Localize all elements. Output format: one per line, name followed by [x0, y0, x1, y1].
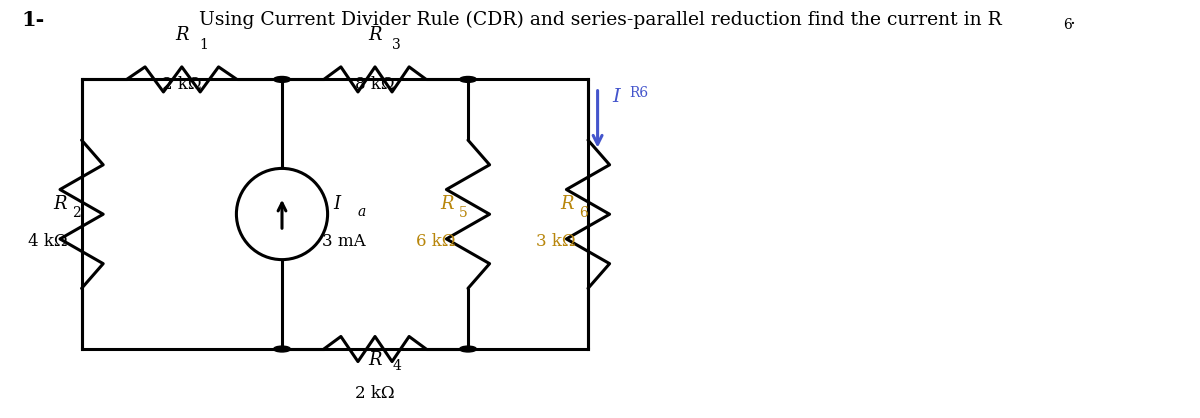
Text: R: R	[560, 194, 574, 213]
Text: a: a	[358, 205, 366, 219]
Text: 2 kΩ: 2 kΩ	[355, 385, 395, 402]
Text: 2: 2	[72, 206, 80, 220]
Text: 3: 3	[392, 38, 401, 52]
Text: 6 kΩ: 6 kΩ	[416, 233, 456, 250]
Text: Using Current Divider Rule (CDR) and series-parallel reduction find the current : Using Current Divider Rule (CDR) and ser…	[199, 10, 1001, 29]
Text: 1: 1	[199, 38, 208, 52]
Text: R: R	[175, 26, 188, 44]
Text: 4 kΩ: 4 kΩ	[28, 233, 67, 250]
Text: R6: R6	[629, 86, 648, 99]
Text: 4: 4	[392, 359, 401, 373]
Circle shape	[274, 76, 290, 82]
Circle shape	[274, 346, 290, 352]
Text: 2 kΩ: 2 kΩ	[162, 76, 202, 93]
Text: 5: 5	[460, 206, 468, 220]
Text: 6: 6	[580, 206, 588, 220]
Ellipse shape	[236, 168, 328, 260]
Text: R: R	[440, 194, 454, 213]
Text: 3 mA: 3 mA	[322, 233, 365, 250]
Text: I: I	[334, 194, 341, 213]
Text: R: R	[54, 194, 67, 213]
Text: I: I	[612, 88, 619, 106]
Text: .: .	[1069, 10, 1075, 28]
Text: 8 kΩ: 8 kΩ	[355, 76, 395, 93]
Text: 1-: 1-	[22, 10, 44, 31]
Circle shape	[460, 76, 476, 82]
Text: R: R	[368, 351, 382, 369]
Text: 6: 6	[1063, 18, 1072, 31]
Text: R: R	[368, 26, 382, 44]
Text: 3 kΩ: 3 kΩ	[536, 233, 576, 250]
Circle shape	[460, 346, 476, 352]
